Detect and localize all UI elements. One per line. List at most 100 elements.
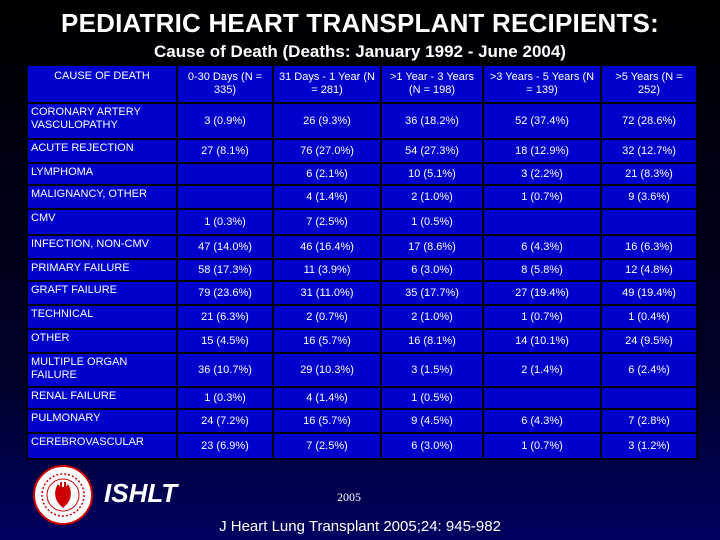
value-cell [482,208,602,236]
value-cell: 14 (10.1%) [482,328,602,354]
value-cell: 2 (1.0%) [380,184,484,210]
value-cell: 3 (2.2%) [482,162,602,186]
value-cell [176,184,274,210]
cause-cell: ACUTE REJECTION [26,138,178,164]
table-row: OTHER 15 (4.5%) 16 (5.7%) 16 (8.1%) 14 (10.1… [26,328,698,354]
value-cell: 54 (27.3%) [380,138,484,164]
cause-cell: INFECTION, NON-CMV [26,234,178,260]
value-cell: 36 (18.2%) [380,102,484,140]
column-header: 31 Days - 1 Year (N = 281) [272,64,382,104]
value-cell: 2 (0.7%) [272,304,382,330]
value-cell: 27 (8.1%) [176,138,274,164]
value-cell: 16 (5.7%) [272,328,382,354]
cause-cell: OTHER [26,328,178,354]
table-row: TECHNICAL 21 (6.3%) 2 (0.7%) 2 (1.0%) 1 (0.7… [26,304,698,330]
year-label: 2005 [337,490,361,504]
citation: J Heart Lung Transplant 2005;24: 945-982 [219,518,501,535]
cause-cell: PULMONARY [26,408,178,434]
value-cell: 3 (1.5%) [380,352,484,388]
value-cell: 72 (28.6%) [600,102,698,140]
value-cell: 12 (4.8%) [600,258,698,282]
cause-cell: TECHNICAL [26,304,178,330]
value-cell: 1 (0.5%) [380,208,484,236]
value-cell: 21 (8.3%) [600,162,698,186]
value-cell: 52 (37.4%) [482,102,602,140]
value-cell: 9 (4.5%) [380,408,484,434]
cause-cell: LYMPHOMA [26,162,178,186]
value-cell: 27 (19.4%) [482,280,602,306]
value-cell: 4 (1.4%) [272,184,382,210]
table-row: ACUTE REJECTION 27 (8.1%) 76 (27.0%) 54 (27… [26,138,698,164]
table-row: MULTIPLE ORGAN FAILURE 36 (10.7%) 29 (10.3… [26,352,698,388]
table-row: PRIMARY FAILURE 58 (17.3%) 11 (3.9%) 6 (3.0… [26,258,698,282]
value-cell [600,386,698,410]
value-cell: 23 (6.9%) [176,432,274,460]
value-cell: 1 (0.7%) [482,304,602,330]
value-cell: 49 (19.4%) [600,280,698,306]
table-row: RENAL FAILURE 1 (0.3%) 4 (1.4%) 1 (0.5%) [26,386,698,410]
value-cell: 16 (5.7%) [272,408,382,434]
table-row: PULMONARY 24 (7.2%) 16 (5.7%) 9 (4.5%) 6 (4.… [26,408,698,434]
value-cell: 31 (11.0%) [272,280,382,306]
value-cell: 16 (6.3%) [600,234,698,260]
value-cell: 6 (3.0%) [380,258,484,282]
value-cell: 1 (0.3%) [176,208,274,236]
cause-cell: MALIGNANCY, OTHER [26,184,178,210]
value-cell: 18 (12.9%) [482,138,602,164]
cause-cell: CEREBROVASCULAR [26,432,178,460]
value-cell: 7 (2.5%) [272,208,382,236]
value-cell: 58 (17.3%) [176,258,274,282]
value-cell: 7 (2.8%) [600,408,698,434]
value-cell: 1 (0.7%) [482,184,602,210]
value-cell: 79 (23.6%) [176,280,274,306]
value-cell: 24 (9.5%) [600,328,698,354]
value-cell: 1 (0.7%) [482,432,602,460]
value-cell: 21 (6.3%) [176,304,274,330]
org-name: ISHLT [104,478,178,508]
value-cell: 6 (3.0%) [380,432,484,460]
value-cell: 26 (9.3%) [272,102,382,140]
value-cell: 29 (10.3%) [272,352,382,388]
column-header: >1 Year - 3 Years (N = 198) [380,64,484,104]
table-row: CEREBROVASCULAR 23 (6.9%) 7 (2.5%) 6 (3.0%)… [26,432,698,460]
value-cell: 46 (16.4%) [272,234,382,260]
value-cell: 2 (1.4%) [482,352,602,388]
table-row: CMV 1 (0.3%) 7 (2.5%) 1 (0.5%) [26,208,698,236]
cause-cell: PRIMARY FAILURE [26,258,178,282]
table-body: CORONARY ARTERY VASCULOPATHY 3 (0.9%) 26 (… [26,102,698,460]
table-row: GRAFT FAILURE 79 (23.6%) 31 (11.0%) 35 (17.… [26,280,698,306]
value-cell: 35 (17.7%) [380,280,484,306]
ishlt-seal-logo-icon [33,465,93,525]
value-cell: 32 (12.7%) [600,138,698,164]
value-cell: 1 (0.5%) [380,386,484,410]
value-cell: 24 (7.2%) [176,408,274,434]
column-header: >3 Years - 5 Years (N = 139) [482,64,602,104]
value-cell: 6 (4.3%) [482,408,602,434]
value-cell: 2 (1.0%) [380,304,484,330]
value-cell [176,162,274,186]
cause-cell: GRAFT FAILURE [26,280,178,306]
value-cell [482,386,602,410]
value-cell: 10 (5.1%) [380,162,484,186]
value-cell: 6 (2.4%) [600,352,698,388]
value-cell: 36 (10.7%) [176,352,274,388]
value-cell: 76 (27.0%) [272,138,382,164]
table-header-row: CAUSE OF DEATH 0-30 Days (N = 335) 31 Da… [26,64,698,104]
column-header: >5 Years (N = 252) [600,64,698,104]
table-row: CORONARY ARTERY VASCULOPATHY 3 (0.9%) 26 (… [26,102,698,140]
page-subtitle: Cause of Death (Deaths: January 1992 - J… [154,42,566,61]
value-cell [600,208,698,236]
value-cell: 7 (2.5%) [272,432,382,460]
value-cell: 1 (0.3%) [176,386,274,410]
value-cell: 15 (4.5%) [176,328,274,354]
cause-cell: CMV [26,208,178,236]
table-row: LYMPHOMA 6 (2.1%) 10 (5.1%) 3 (2.2%) 21 (8.3… [26,162,698,186]
value-cell: 8 (5.8%) [482,258,602,282]
value-cell: 6 (2.1%) [272,162,382,186]
value-cell: 9 (3.6%) [600,184,698,210]
value-cell: 47 (14.0%) [176,234,274,260]
value-cell: 11 (3.9%) [272,258,382,282]
cause-cell: CORONARY ARTERY VASCULOPATHY [26,102,178,140]
column-header: 0-30 Days (N = 335) [176,64,274,104]
page-title: PEDIATRIC HEART TRANSPLANT RECIPIENTS: [61,8,659,38]
